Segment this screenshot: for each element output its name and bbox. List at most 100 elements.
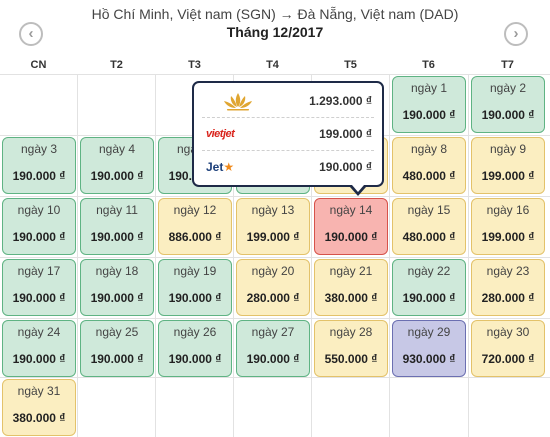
day-price: 190.000 ₫ [402, 291, 456, 305]
grid-vline [155, 74, 156, 437]
day-cell[interactable]: ngày 24 190.000 ₫ [2, 320, 76, 377]
day-cell[interactable]: ngày 18 190.000 ₫ [80, 259, 154, 316]
day-cell[interactable]: ngày 29 930.000 ₫ [392, 320, 466, 377]
day-cell[interactable]: ngày 1 190.000 ₫ [392, 76, 466, 133]
day-cell[interactable]: ngày 20 280.000 ₫ [236, 259, 310, 316]
star-icon: ★ [223, 160, 235, 174]
day-cell[interactable]: ngày 30 720.000 ₫ [471, 320, 545, 377]
day-price: 280.000 ₫ [246, 291, 300, 305]
day-price: 380.000 ₫ [324, 291, 378, 305]
jetstar-logo: Jet★ [206, 156, 270, 178]
weekday-label: T5 [344, 59, 357, 71]
day-label: ngày 3 [20, 142, 58, 156]
day-cell[interactable]: ngày 19 190.000 ₫ [158, 259, 232, 316]
day-cell[interactable]: ngày 13 199.000 ₫ [236, 198, 310, 255]
day-price: 480.000 ₫ [402, 230, 456, 244]
day-label: ngày 30 [486, 325, 530, 339]
day-price: 190.000 ₫ [12, 169, 66, 183]
day-price: 280.000 ₫ [481, 291, 535, 305]
day-price: 199.000 ₫ [481, 230, 535, 244]
weekday-label: T2 [110, 59, 123, 71]
day-label: ngày 31 [17, 384, 61, 398]
day-label: ngày 20 [251, 264, 295, 278]
day-cell[interactable]: ngày 25 190.000 ₫ [80, 320, 154, 377]
day-cell[interactable]: ngày 12 886.000 ₫ [158, 198, 232, 255]
weekday-label: T7 [501, 59, 514, 71]
day-label: ngày 13 [251, 203, 295, 217]
day-label: ngày 19 [173, 264, 217, 278]
day-cell[interactable]: ngày 23 280.000 ₫ [471, 259, 545, 316]
prev-month-button[interactable]: ‹ [19, 22, 43, 46]
day-label: ngày 14 [329, 203, 373, 217]
fare-price-vietjet: 199.000 ₫ [319, 127, 372, 141]
day-price: 190.000 ₫ [90, 291, 144, 305]
day-label: ngày 2 [489, 81, 527, 95]
day-cell[interactable]: ngày 14 190.000 ₫ [314, 198, 388, 255]
grid-hline [0, 257, 550, 258]
day-label: ngày 15 [407, 203, 451, 217]
day-price: 199.000 ₫ [246, 230, 300, 244]
fare-row-jetstar[interactable]: Jet★ 190.000 ₫ [200, 153, 378, 181]
day-cell[interactable]: ngày 10 190.000 ₫ [2, 198, 76, 255]
day-price: 190.000 ₫ [12, 230, 66, 244]
fare-row-vietnam-airlines[interactable]: 1.293.000 ₫ [200, 87, 378, 115]
day-price: 550.000 ₫ [324, 352, 378, 366]
day-price: 720.000 ₫ [481, 352, 535, 366]
day-label: ngày 28 [329, 325, 373, 339]
day-cell[interactable]: ngày 2 190.000 ₫ [471, 76, 545, 133]
day-cell[interactable]: ngày 16 199.000 ₫ [471, 198, 545, 255]
fare-row-vietjet[interactable]: vietjet 199.000 ₫ [200, 120, 378, 148]
day-label: ngày 27 [251, 325, 295, 339]
day-cell[interactable]: ngày 8 480.000 ₫ [392, 137, 466, 194]
day-label: ngày 17 [17, 264, 61, 278]
day-cell[interactable]: ngày 3 190.000 ₫ [2, 137, 76, 194]
grid-vline [77, 74, 78, 437]
grid-hline [0, 74, 550, 75]
day-price: 190.000 ₫ [90, 352, 144, 366]
day-label: ngày 1 [410, 81, 448, 95]
day-label: ngày 8 [410, 142, 448, 156]
popup-divider [202, 150, 374, 151]
day-cell[interactable]: ngày 28 550.000 ₫ [314, 320, 388, 377]
day-price: 886.000 ₫ [168, 230, 222, 244]
day-price: 190.000 ₫ [324, 230, 378, 244]
day-label: ngày 18 [95, 264, 139, 278]
day-cell[interactable]: ngày 31 380.000 ₫ [2, 379, 76, 436]
grid-hline [0, 196, 550, 197]
day-label: ngày 16 [486, 203, 530, 217]
day-label: ngày 24 [17, 325, 61, 339]
day-cell[interactable]: ngày 11 190.000 ₫ [80, 198, 154, 255]
next-month-button[interactable]: › [504, 22, 528, 46]
popup-pointer-inner [352, 185, 364, 192]
day-label: ngày 26 [173, 325, 217, 339]
day-cell[interactable]: ngày 26 190.000 ₫ [158, 320, 232, 377]
day-cell[interactable]: ngày 4 190.000 ₫ [80, 137, 154, 194]
vietnam-airlines-lotus-icon [206, 90, 270, 112]
day-cell[interactable]: ngày 17 190.000 ₫ [2, 259, 76, 316]
day-price: 190.000 ₫ [12, 291, 66, 305]
day-label: ngày 21 [329, 264, 373, 278]
vietjet-logo: vietjet [206, 128, 235, 140]
day-cell[interactable]: ngày 27 190.000 ₫ [236, 320, 310, 377]
calendar-header: Hồ Chí Minh, Việt nam (SGN) → Đà Nẵng, V… [0, 0, 550, 54]
grid-hline [0, 318, 550, 319]
route-title: Hồ Chí Minh, Việt nam (SGN) → Đà Nẵng, V… [91, 6, 459, 22]
day-cell[interactable]: ngày 9 199.000 ₫ [471, 137, 545, 194]
day-price: 190.000 ₫ [90, 230, 144, 244]
day-cell[interactable]: ngày 21 380.000 ₫ [314, 259, 388, 316]
weekday-label: CN [30, 59, 47, 71]
day-price: 190.000 ₫ [168, 352, 222, 366]
day-label: ngày 22 [407, 264, 451, 278]
day-price: 380.000 ₫ [12, 411, 66, 425]
fare-price-vietnam-airlines: 1.293.000 ₫ [309, 94, 372, 108]
jetstar-logo-text: Jet [206, 160, 224, 174]
day-cell[interactable]: ngày 22 190.000 ₫ [392, 259, 466, 316]
day-price: 190.000 ₫ [402, 108, 456, 122]
day-price: 190.000 ₫ [246, 352, 300, 366]
day-cell[interactable]: ngày 15 480.000 ₫ [392, 198, 466, 255]
day-price: 190.000 ₫ [90, 169, 144, 183]
day-label: ngày 4 [98, 142, 136, 156]
day-label: ngày 23 [486, 264, 530, 278]
weekday-label: T4 [266, 59, 279, 71]
day-label: ngày 25 [95, 325, 139, 339]
